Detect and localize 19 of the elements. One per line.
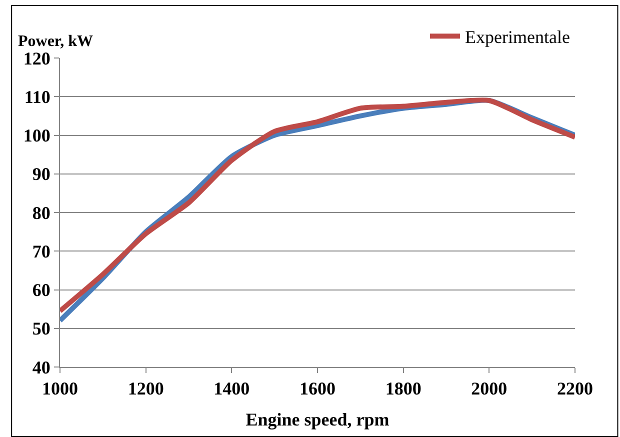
y-tick-label: 50 bbox=[32, 318, 50, 339]
y-tick-label: 100 bbox=[23, 126, 50, 146]
x-tick-label: 2200 bbox=[557, 378, 593, 399]
y-tick-label: 70 bbox=[32, 241, 50, 262]
y-tick-label: 90 bbox=[32, 164, 50, 184]
x-tick-label: 1400 bbox=[214, 378, 250, 399]
y-tick-label: 80 bbox=[32, 202, 50, 223]
x-tick-label: 1000 bbox=[42, 378, 78, 399]
legend-label: Experimentale bbox=[465, 27, 570, 48]
x-axis-title: Engine speed, rpm bbox=[246, 410, 390, 430]
y-tick-label: 40 bbox=[32, 357, 50, 378]
x-tick-label: 1600 bbox=[300, 378, 336, 399]
x-tick-label: 2000 bbox=[471, 378, 508, 399]
y-axis-title: Power, kW bbox=[18, 33, 93, 50]
x-tick-label: 1800 bbox=[385, 378, 422, 399]
y-tick-label: 120 bbox=[23, 48, 50, 68]
y-tick-label: 60 bbox=[32, 280, 50, 300]
y-tick-label: 110 bbox=[24, 86, 50, 107]
x-tick-label: 1200 bbox=[128, 378, 164, 399]
